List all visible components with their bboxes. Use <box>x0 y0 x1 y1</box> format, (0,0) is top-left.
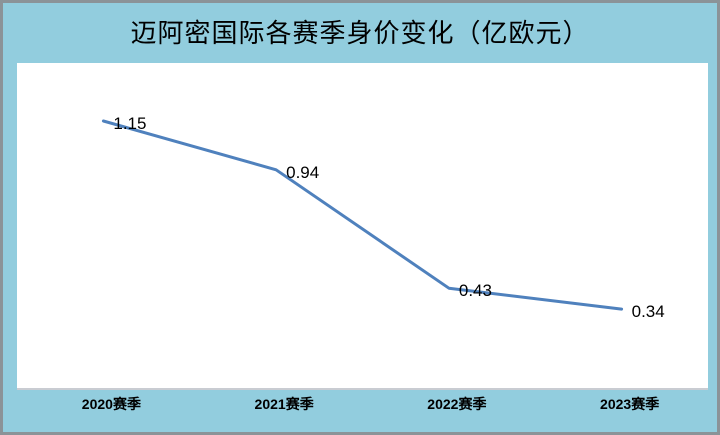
x-axis-label: 2023赛季 <box>600 396 660 412</box>
x-axis-label: 2020赛季 <box>81 396 141 412</box>
data-label: 1.15 <box>113 114 147 134</box>
value-line <box>101 119 624 311</box>
data-label: 0.43 <box>458 281 492 301</box>
x-axis-label: 2021赛季 <box>254 396 314 412</box>
data-label: 0.34 <box>631 302 665 322</box>
plot-area: 1.15 0.94 0.43 0.34 <box>17 63 708 390</box>
line-chart-svg <box>101 119 624 311</box>
x-axis-label: 2022赛季 <box>427 396 487 412</box>
data-label: 0.94 <box>286 162 320 182</box>
chart-title: 迈阿密国际各赛季身价变化（亿欧元） <box>130 19 590 49</box>
